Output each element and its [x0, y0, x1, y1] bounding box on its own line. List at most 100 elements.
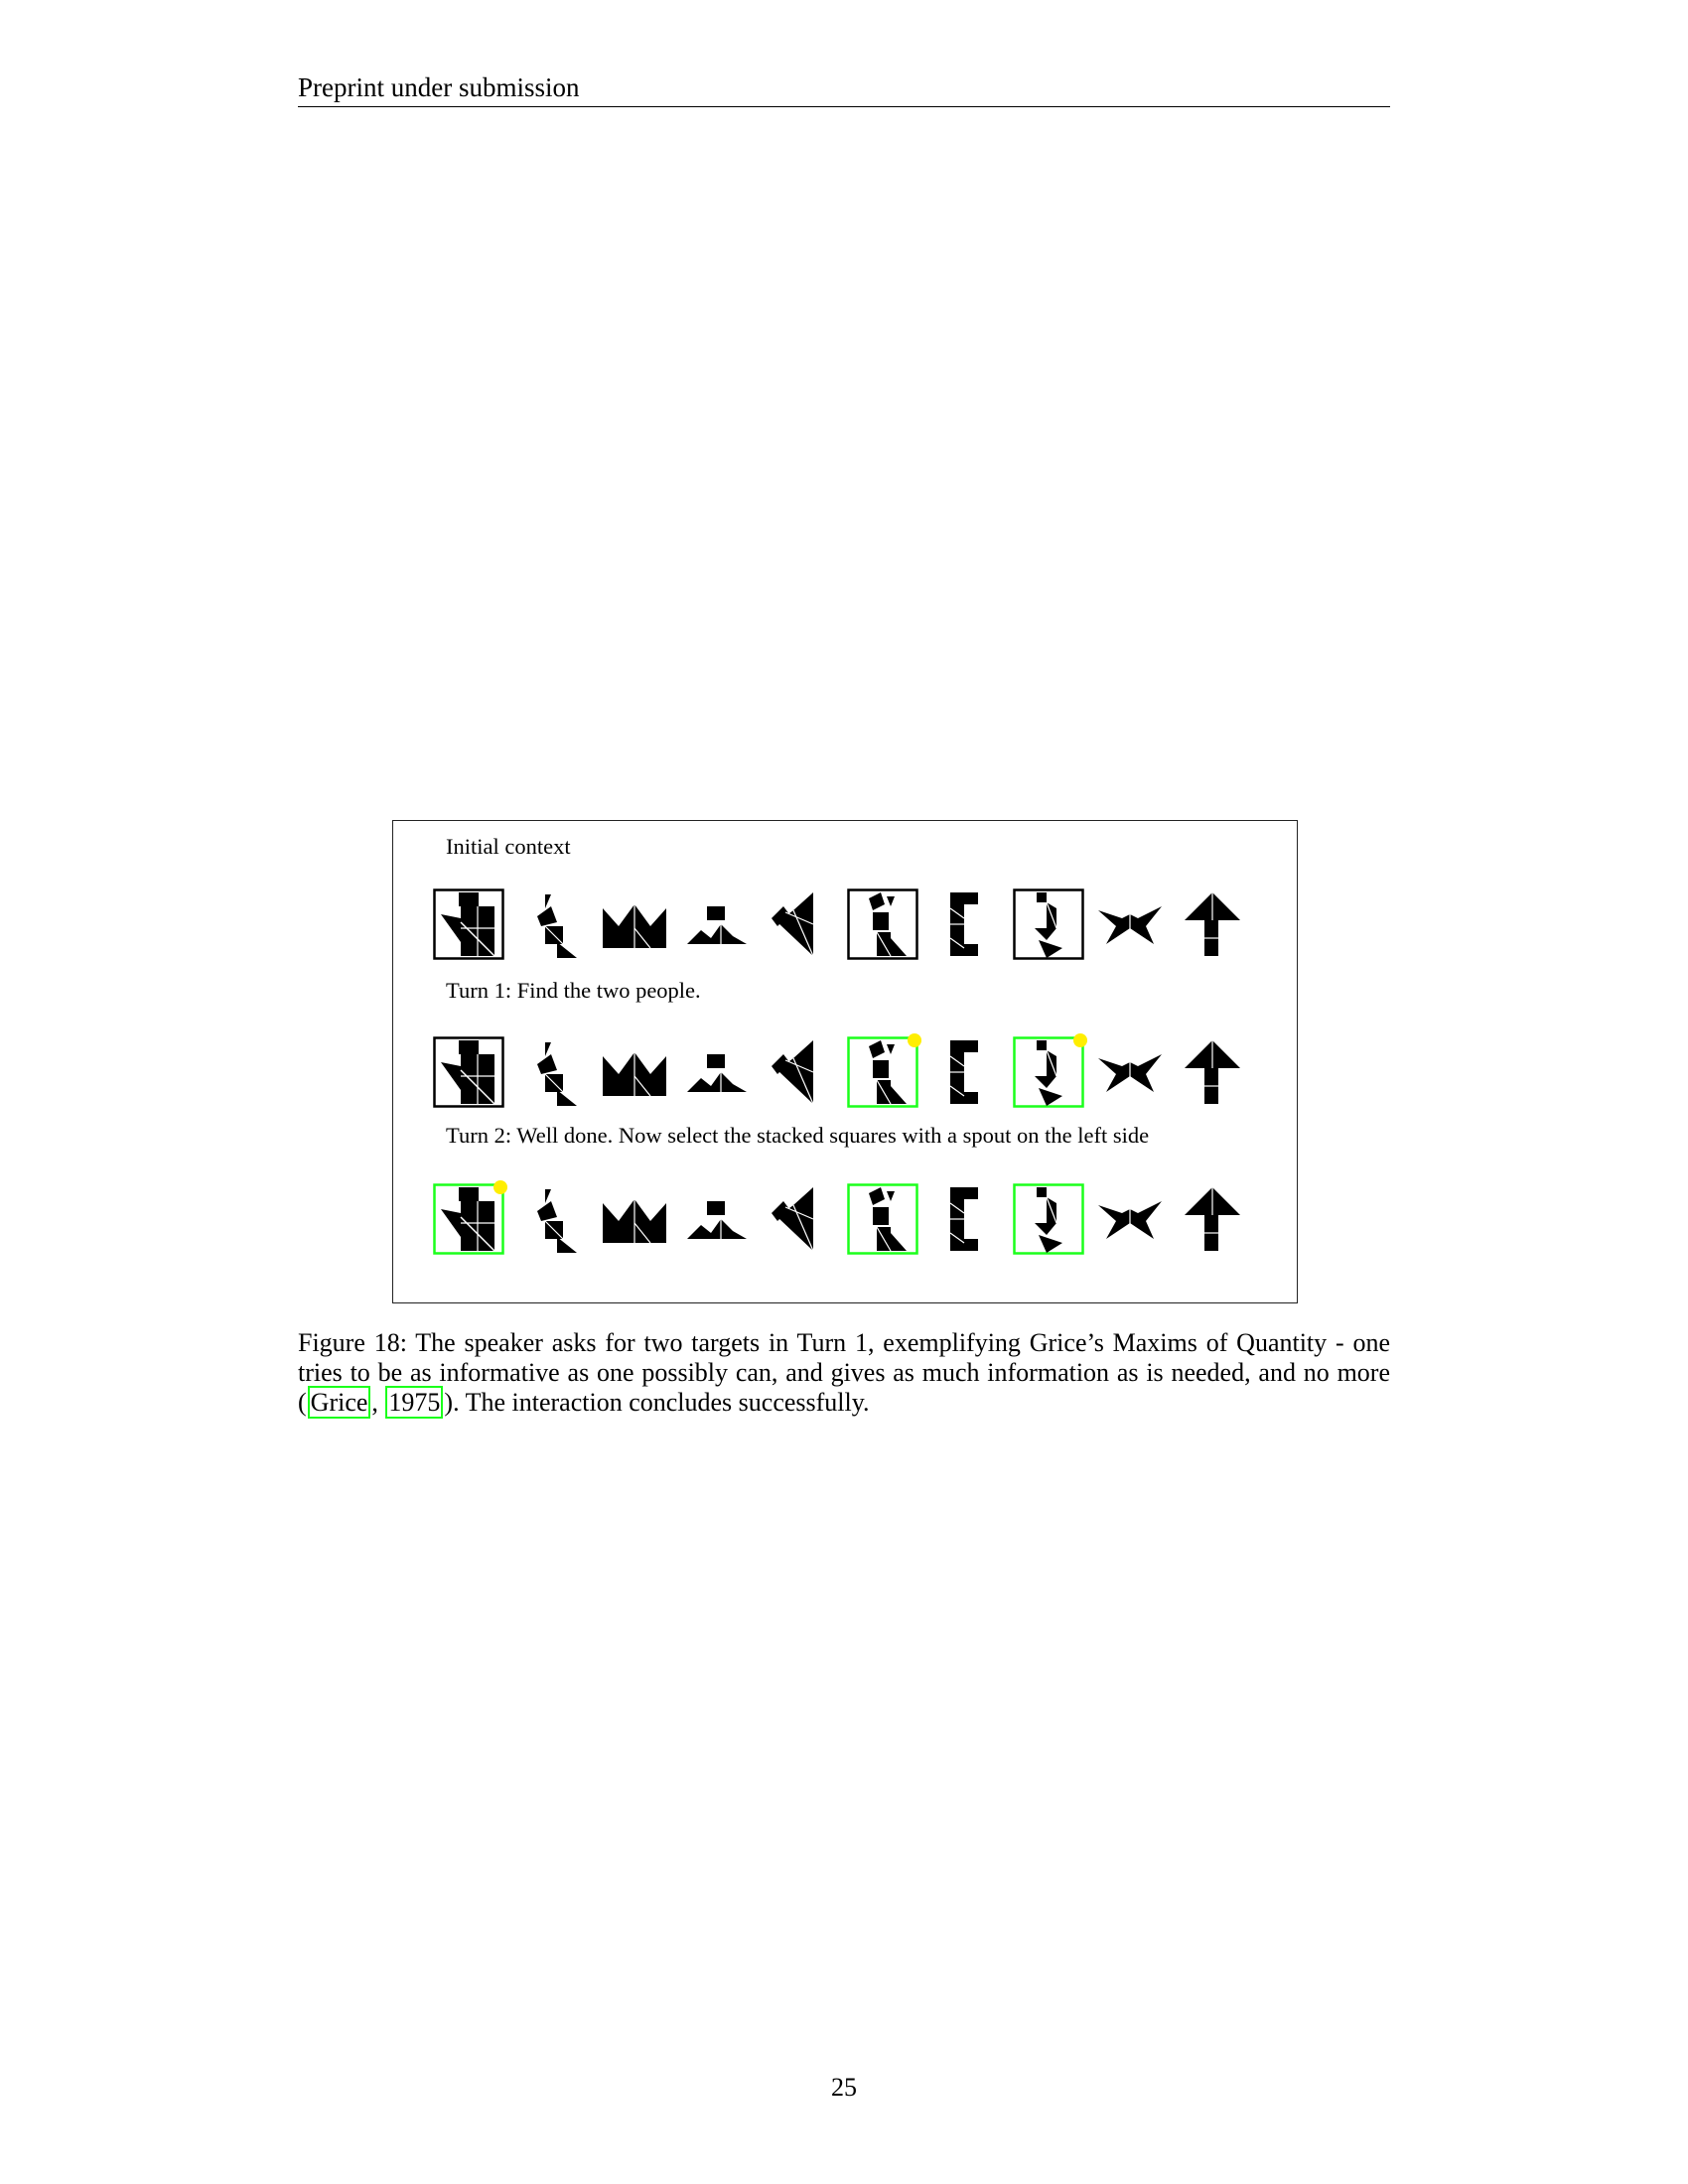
teapot-tangram-icon	[433, 1180, 507, 1255]
arrow-up-tangram-icon	[1185, 892, 1240, 956]
selection-frame	[433, 888, 504, 960]
tangram-silhouette	[1035, 1040, 1062, 1106]
tangram-card[interactable]	[1175, 883, 1246, 956]
selection-dot	[908, 1033, 921, 1047]
tangram-silhouette	[537, 1189, 577, 1253]
row-label-turn-1: Turn 1: Find the two people.	[446, 978, 701, 1003]
bracket-tangram-icon	[949, 1040, 978, 1104]
teapot-tangram-icon	[433, 888, 504, 960]
tangram-card[interactable]	[845, 1177, 918, 1255]
tangram-row-turn-1	[393, 1030, 1299, 1110]
bracket-tangram-icon	[949, 892, 978, 956]
tangram-silhouette	[949, 1040, 978, 1104]
tangram-card[interactable]	[1175, 1030, 1246, 1104]
tangram-card[interactable]	[679, 883, 751, 954]
standing-person-tangram-icon	[847, 1183, 918, 1255]
tangram-silhouette	[537, 1042, 577, 1106]
tangram-silhouette	[441, 1187, 495, 1252]
selection-frame	[847, 888, 918, 960]
tangram-card[interactable]	[1175, 1177, 1246, 1251]
tangram-card[interactable]	[762, 1030, 833, 1105]
tangram-silhouette	[537, 894, 577, 958]
running-header: Preprint under submission	[298, 72, 580, 102]
header-rule	[298, 106, 1390, 107]
tangram-silhouette	[441, 892, 495, 957]
page-number: 25	[831, 2073, 857, 2102]
walking-person-tangram-icon	[1013, 1183, 1084, 1255]
tangram-card[interactable]	[513, 883, 585, 958]
walking-person-tangram-icon	[1013, 888, 1084, 960]
tangram-silhouette	[869, 892, 907, 957]
tangram-card[interactable]	[431, 883, 504, 960]
tangram-silhouette	[441, 1040, 495, 1105]
tangram-silhouette	[1185, 892, 1240, 956]
tangram-silhouette	[687, 1054, 747, 1092]
figure-caption: Figure 18: The speaker asks for two targ…	[298, 1328, 1390, 1419]
kneeling-figure-tangram-icon	[537, 1189, 577, 1253]
selection-frame	[847, 1183, 918, 1255]
selection-dot	[1073, 1033, 1087, 1047]
walking-person-tangram-icon	[1013, 1033, 1087, 1108]
mountain-tangram-icon	[687, 1054, 747, 1092]
row-label-turn-2: Turn 2: Well done. Now select the stacke…	[446, 1123, 1150, 1148]
tangram-card[interactable]	[679, 1030, 751, 1102]
row-label-initial: Initial context	[446, 834, 571, 859]
kneeling-figure-tangram-icon	[537, 1042, 577, 1106]
tangram-silhouette	[869, 1187, 907, 1252]
tangram-silhouette	[949, 1187, 978, 1251]
tangram-silhouette	[687, 906, 747, 944]
crown-tangram-icon	[603, 904, 666, 949]
bird-tangram-icon	[1098, 1054, 1162, 1092]
caption-text-after: ). The interaction concludes successfull…	[444, 1388, 870, 1417]
tangram-card[interactable]	[513, 1030, 585, 1106]
selection-dot	[493, 1180, 507, 1194]
arrowhead-tangram-icon	[772, 1187, 814, 1252]
tangram-silhouette	[772, 1040, 814, 1105]
tangram-card[interactable]	[597, 883, 668, 954]
tangram-silhouette	[603, 904, 666, 949]
tangram-card[interactable]	[1092, 883, 1164, 954]
tangram-silhouette	[869, 1040, 907, 1105]
tangram-silhouette	[687, 1201, 747, 1239]
standing-person-tangram-icon	[847, 888, 918, 960]
arrow-up-tangram-icon	[1185, 1187, 1240, 1251]
selection-frame	[847, 1036, 918, 1108]
tangram-card[interactable]	[762, 1177, 833, 1252]
tangram-card[interactable]	[431, 1030, 504, 1108]
tangram-card[interactable]	[926, 1177, 998, 1251]
tangram-silhouette	[772, 892, 814, 957]
tangram-card[interactable]	[1011, 883, 1084, 960]
tangram-card[interactable]	[597, 1030, 668, 1102]
tangram-card[interactable]	[431, 1177, 507, 1255]
citation-link-year[interactable]: 1975	[385, 1386, 444, 1419]
citation-separator: ,	[371, 1388, 385, 1417]
citation-link-author[interactable]: Grice	[307, 1386, 371, 1419]
tangram-card[interactable]	[1092, 1177, 1164, 1249]
selection-frame	[1013, 888, 1084, 960]
tangram-card[interactable]	[1011, 1030, 1087, 1108]
tangram-card[interactable]	[845, 1030, 921, 1108]
arrowhead-tangram-icon	[772, 1040, 814, 1105]
tangram-silhouette	[1035, 1187, 1062, 1253]
tangram-card[interactable]	[1092, 1030, 1164, 1102]
tangram-silhouette	[1098, 1201, 1162, 1239]
tangram-silhouette	[1185, 1187, 1240, 1251]
tangram-card[interactable]	[597, 1177, 668, 1249]
tangram-card[interactable]	[926, 1030, 998, 1104]
tangram-card[interactable]	[513, 1177, 585, 1253]
tangram-card[interactable]	[679, 1177, 751, 1249]
arrow-up-tangram-icon	[1185, 1040, 1240, 1104]
tangram-card[interactable]	[762, 883, 833, 957]
selection-frame	[1013, 1183, 1084, 1255]
tangram-card[interactable]	[845, 883, 918, 960]
selection-frame	[433, 1183, 504, 1255]
mountain-tangram-icon	[687, 906, 747, 944]
tangram-card[interactable]	[926, 883, 998, 956]
mountain-tangram-icon	[687, 1201, 747, 1239]
arrowhead-tangram-icon	[772, 892, 814, 957]
teapot-tangram-icon	[433, 1036, 504, 1108]
bird-tangram-icon	[1098, 906, 1162, 944]
kneeling-figure-tangram-icon	[537, 894, 577, 958]
selection-frame	[1013, 1036, 1084, 1108]
tangram-card[interactable]	[1011, 1177, 1084, 1255]
